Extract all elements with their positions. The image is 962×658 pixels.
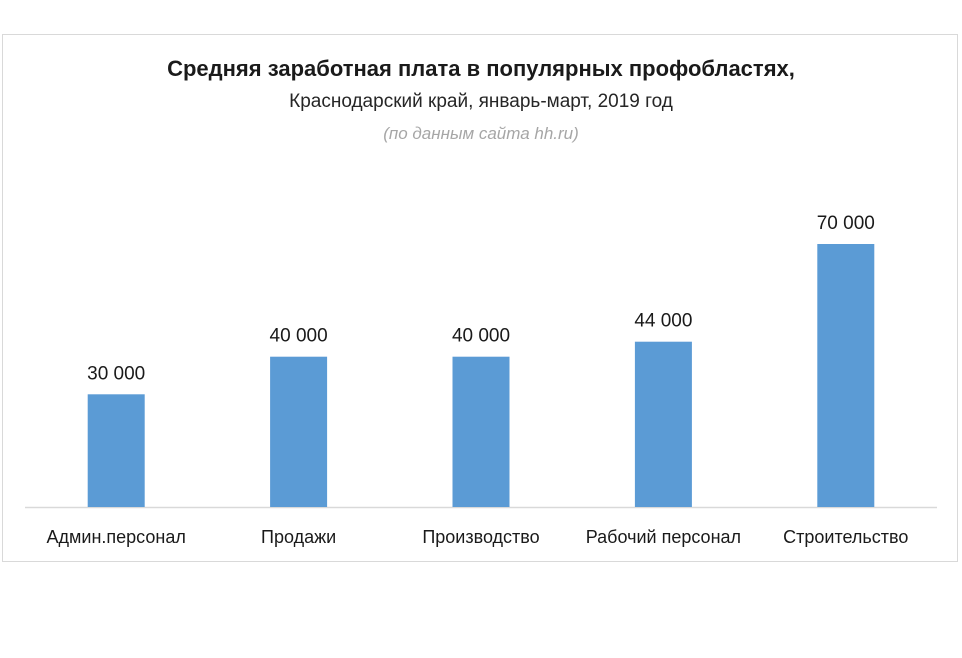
chart-subtitle: Краснодарский край, январь-март, 2019 го… — [289, 91, 673, 112]
category-label-2: Продажи — [261, 527, 336, 547]
category-label-1: Админ.персонал — [47, 527, 186, 547]
bar-1 — [87, 394, 145, 507]
bar-4 — [634, 341, 692, 507]
chart-title: Средняя заработная плата в популярных пр… — [167, 56, 795, 81]
category-label-3: Производство — [422, 527, 539, 547]
bar-5 — [817, 244, 875, 507]
data-label-4: 44 000 — [634, 311, 692, 332]
data-label-5: 70 000 — [817, 213, 875, 234]
chart-source-note: (по данным сайта hh.ru) — [383, 124, 579, 143]
bar-2 — [270, 356, 328, 507]
data-label-1: 30 000 — [87, 363, 145, 384]
data-label-2: 40 000 — [270, 326, 328, 347]
bar-3 — [452, 356, 510, 507]
category-label-4: Рабочий персонал — [586, 527, 741, 547]
category-label-5: Строительство — [783, 527, 908, 547]
data-label-3: 40 000 — [452, 326, 510, 347]
